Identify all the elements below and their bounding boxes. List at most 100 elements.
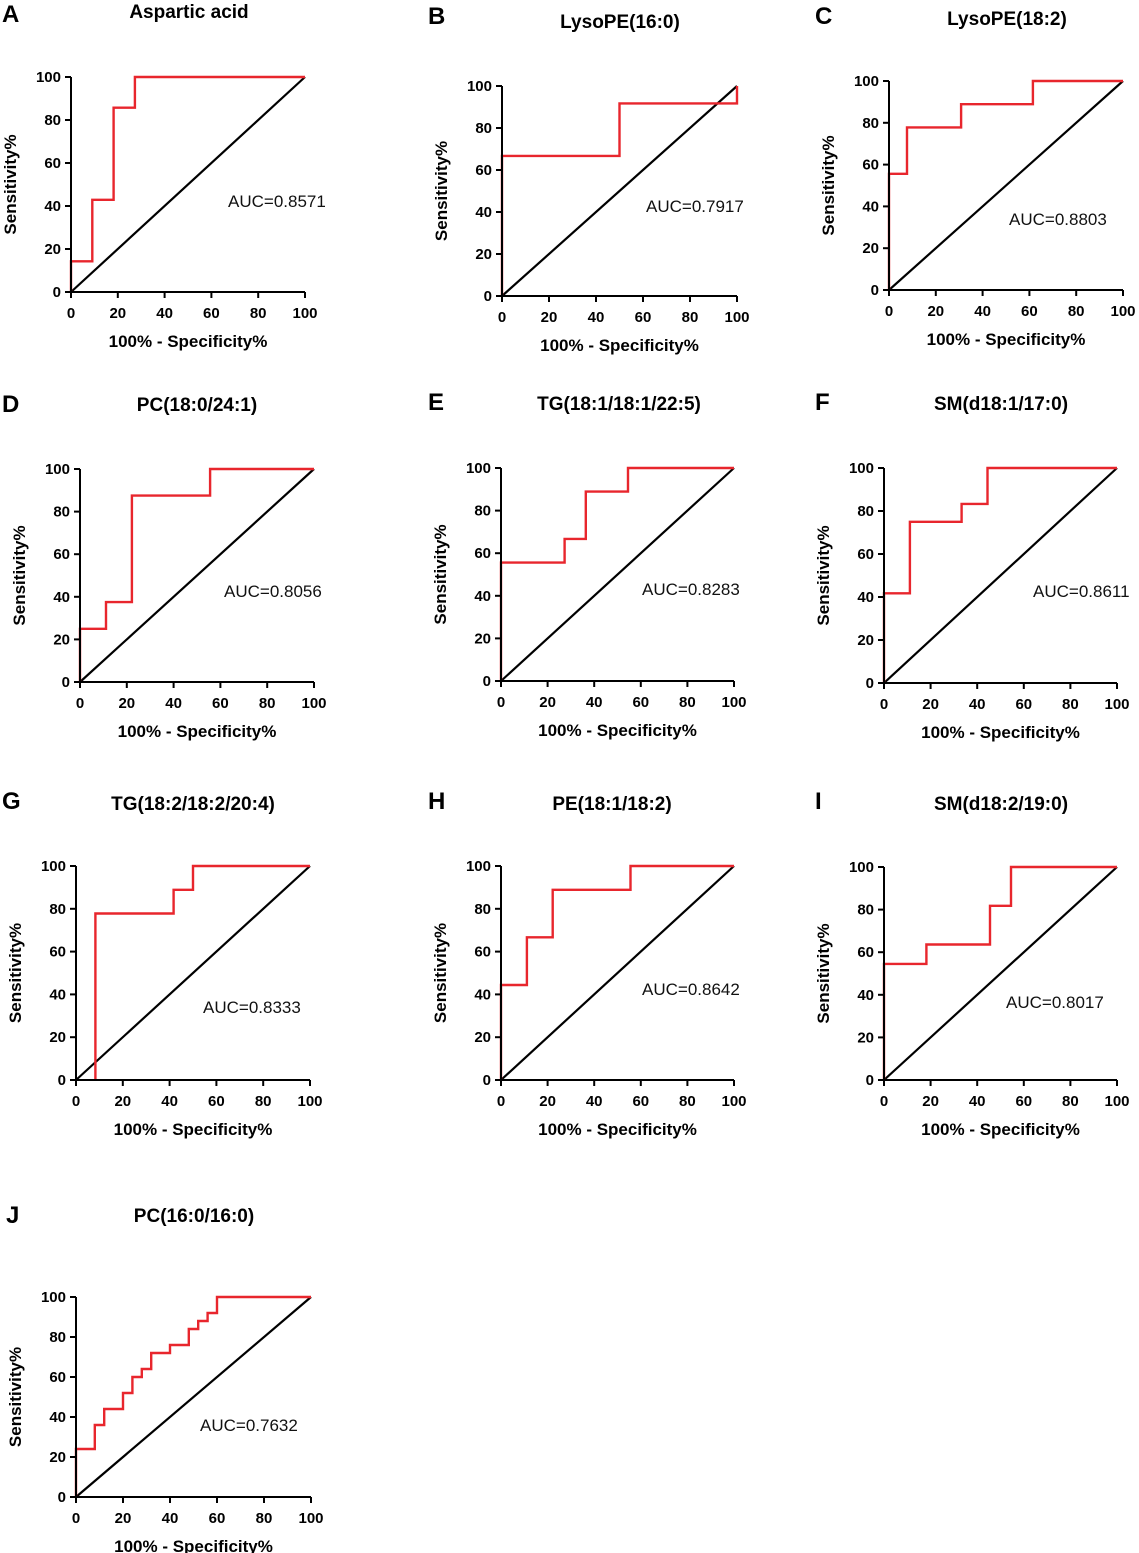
y-tick-label-e-40: 40	[474, 588, 491, 605]
x-tick-label-j-80: 80	[256, 1510, 273, 1527]
chart-title-j: PC(16:0/16:0)	[134, 1206, 254, 1227]
x-tick-label-b-80: 80	[682, 309, 699, 326]
x-tick-label-j-20: 20	[115, 1510, 132, 1527]
y-tick-label-g-20: 20	[49, 1029, 66, 1046]
auc-label-i: AUC=0.8017	[1006, 993, 1104, 1012]
y-tick-label-a-100: 100	[36, 69, 61, 86]
x-axis-title-g: 100% - Specificity%	[114, 1120, 273, 1139]
chart-title-b: LysoPE(16:0)	[560, 12, 680, 33]
y-tick-label-c-20: 20	[862, 240, 879, 257]
chart-title-h: PE(18:1/18:2)	[552, 794, 671, 815]
x-tick-label-g-100: 100	[297, 1093, 322, 1110]
y-tick-label-j-20: 20	[49, 1449, 66, 1466]
y-tick-label-a-0: 0	[53, 284, 61, 301]
y-tick-label-h-0: 0	[483, 1072, 491, 1089]
x-tick-label-d-80: 80	[259, 695, 276, 712]
reference-line-j	[75, 1296, 312, 1498]
chart-title-i: SM(d18:2/19:0)	[934, 794, 1068, 815]
x-tick-label-j-60: 60	[209, 1510, 226, 1527]
x-tick-label-i-100: 100	[1104, 1093, 1129, 1110]
x-tick-label-f-100: 100	[1104, 696, 1129, 713]
chart-panel-f: F SM(d18:1/17:0) 0 20 40 60 80 100 0 20 40 60 80 100 1…	[814, 389, 1130, 742]
x-tick-label-e-80: 80	[679, 694, 696, 711]
x-tick-label-c-100: 100	[1110, 303, 1135, 320]
panel-letter-b: B	[428, 3, 445, 30]
x-tick-label-a-40: 40	[156, 305, 173, 322]
auc-label-h: AUC=0.8642	[642, 980, 740, 999]
reference-line-c	[888, 80, 1124, 291]
y-tick-label-j-60: 60	[49, 1369, 66, 1386]
auc-label-e: AUC=0.8283	[642, 580, 740, 599]
panel-letter-j: J	[6, 1202, 19, 1229]
x-tick-label-c-20: 20	[927, 303, 944, 320]
y-tick-label-d-80: 80	[53, 504, 70, 521]
y-tick-label-h-100: 100	[466, 858, 491, 875]
chart-panel-i: I SM(d18:2/19:0) 0 20 40 60 80 100 0 20 40 60 80 100 1…	[814, 788, 1130, 1139]
x-tick-label-f-0: 0	[880, 696, 888, 713]
y-tick-label-j-0: 0	[58, 1489, 66, 1506]
x-tick-label-g-60: 60	[208, 1093, 225, 1110]
x-tick-label-i-80: 80	[1062, 1093, 1079, 1110]
x-axis-title-a: 100% - Specificity%	[109, 332, 268, 351]
y-tick-label-c-100: 100	[854, 73, 879, 90]
y-axis-title-f: Sensitivity%	[814, 525, 833, 625]
chart-panel-b: B LysoPE(16:0) 0 20 40 60 80 100 0 20 40 60 80 100 100…	[428, 3, 750, 355]
roc-curve-j	[74, 1295, 311, 1497]
y-axis-title-a: Sensitivity%	[1, 134, 20, 234]
reference-line-e	[500, 467, 735, 682]
y-axis-title-e: Sensitivity%	[431, 524, 450, 624]
y-axis-title-j: Sensitivity%	[6, 1347, 25, 1447]
y-tick-label-f-40: 40	[857, 589, 874, 606]
chart-panel-a: A Aspartic acid 0 20 40 60 80 100 0 20 40 60 80 100 10…	[1, 1, 326, 351]
panel-letter-i: I	[815, 788, 822, 815]
y-axis-title-b: Sensitivity%	[432, 141, 451, 241]
x-tick-label-a-20: 20	[109, 305, 126, 322]
y-tick-label-f-20: 20	[857, 632, 874, 649]
panel-letter-h: H	[428, 788, 445, 815]
reference-line-i	[883, 866, 1118, 1081]
y-axis-title-g: Sensitivity%	[6, 923, 25, 1023]
y-tick-label-i-60: 60	[857, 944, 874, 961]
chart-panel-d: D PC(18:0/24:1) 0 20 40 60 80 100 0 20 40 60 80 100 10…	[2, 391, 327, 741]
reference-line-h	[500, 865, 735, 1081]
y-tick-label-a-60: 60	[44, 155, 61, 172]
y-tick-label-g-0: 0	[58, 1072, 66, 1089]
reference-line-d	[79, 468, 315, 683]
y-tick-label-f-60: 60	[857, 546, 874, 563]
auc-label-b: AUC=0.7917	[646, 197, 744, 216]
y-tick-label-h-80: 80	[474, 901, 491, 918]
y-axis-title-i: Sensitivity%	[814, 923, 833, 1023]
x-tick-label-b-40: 40	[588, 309, 605, 326]
x-tick-label-b-60: 60	[635, 309, 652, 326]
auc-label-j: AUC=0.7632	[200, 1416, 298, 1435]
y-tick-label-a-80: 80	[44, 112, 61, 129]
x-tick-label-i-20: 20	[922, 1093, 939, 1110]
y-tick-label-a-20: 20	[44, 241, 61, 258]
x-tick-label-h-40: 40	[586, 1093, 603, 1110]
y-tick-label-g-80: 80	[49, 901, 66, 918]
x-tick-label-c-80: 80	[1068, 303, 1085, 320]
y-tick-label-g-100: 100	[41, 858, 66, 875]
reference-line-a	[70, 76, 306, 293]
x-tick-label-i-60: 60	[1015, 1093, 1032, 1110]
x-tick-label-i-0: 0	[880, 1093, 888, 1110]
chart-title-g: TG(18:2/18:2/20:4)	[111, 794, 275, 815]
auc-label-c: AUC=0.8803	[1009, 210, 1107, 229]
x-tick-label-g-80: 80	[255, 1093, 272, 1110]
x-axis-title-e: 100% - Specificity%	[538, 721, 697, 740]
y-tick-label-c-80: 80	[862, 115, 879, 132]
y-tick-label-d-40: 40	[53, 589, 70, 606]
reference-line-b	[501, 85, 738, 297]
chart-title-f: SM(d18:1/17:0)	[934, 394, 1068, 415]
x-axis-title-i: 100% - Specificity%	[921, 1120, 1080, 1139]
chart-panel-h: H PE(18:1/18:2) 0 20 40 60 80 100 0 20 40 60 80 100 10…	[428, 788, 747, 1139]
y-axis-title-h: Sensitivity%	[431, 923, 450, 1023]
x-tick-label-f-20: 20	[922, 696, 939, 713]
auc-label-g: AUC=0.8333	[203, 998, 301, 1017]
x-axis-title-d: 100% - Specificity%	[118, 722, 277, 741]
x-tick-label-c-0: 0	[885, 303, 893, 320]
x-tick-label-a-0: 0	[67, 305, 75, 322]
roc-curve-f	[882, 466, 1117, 683]
y-tick-label-i-0: 0	[866, 1072, 874, 1089]
panel-letter-c: C	[815, 3, 832, 30]
